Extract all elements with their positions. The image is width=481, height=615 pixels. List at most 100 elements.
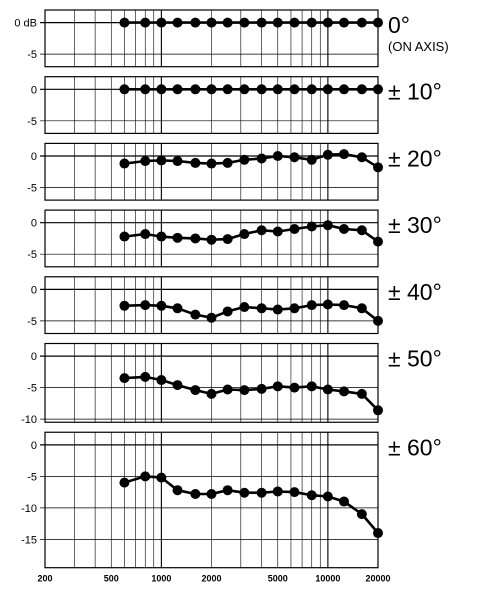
data-point — [306, 490, 317, 501]
data-point — [289, 224, 300, 234]
frequency-axis: 200 500 1000 2000 5000 10000 20000 — [37, 574, 390, 584]
data-point — [373, 405, 383, 416]
data-point — [256, 153, 267, 164]
data-point — [172, 156, 183, 167]
response-line — [124, 152, 379, 169]
data-point — [119, 477, 130, 488]
data-point — [156, 84, 167, 95]
data-point — [206, 84, 217, 95]
data-point — [256, 303, 267, 314]
data-point — [156, 300, 167, 311]
angle-label: ± 20° — [388, 145, 442, 171]
data-point — [272, 151, 283, 161]
data-point — [322, 17, 333, 28]
data-point — [119, 158, 130, 169]
data-point — [373, 162, 383, 173]
data-point — [256, 487, 267, 498]
data-point — [206, 17, 217, 28]
data-point — [156, 17, 167, 28]
angle-label: ± 60° — [388, 434, 442, 460]
data-point — [306, 221, 317, 232]
data-point — [222, 234, 233, 245]
panel-6: 0 -5 -10 -15 ± 60° — [21, 431, 442, 569]
data-point — [289, 382, 300, 393]
data-point — [256, 84, 267, 95]
y-tick-label: 0 — [31, 218, 37, 230]
data-point — [140, 17, 151, 28]
y-tick-label: -10 — [21, 414, 37, 426]
data-point — [289, 17, 300, 28]
data-point — [206, 234, 217, 245]
data-point — [356, 225, 367, 236]
data-point — [239, 154, 250, 165]
data-point — [239, 487, 250, 498]
data-point — [190, 157, 201, 168]
data-point — [239, 385, 250, 396]
response-panels: 0 dB -5 0°(ON AXIS) 0 -5 ± 10° 0 -5 ± 20° 0 -5 ± 30… — [14, 9, 449, 569]
data-point — [156, 231, 167, 242]
data-point — [256, 383, 267, 394]
y-tick-label: 0 — [31, 440, 37, 452]
data-point — [339, 149, 350, 160]
angle-label: ± 30° — [388, 212, 442, 238]
angle-sublabel: (ON AXIS) — [388, 39, 449, 54]
data-point — [339, 84, 350, 95]
data-point — [356, 17, 367, 28]
data-point — [206, 312, 217, 323]
data-point — [322, 299, 333, 310]
data-point — [356, 152, 367, 163]
y-tick-label: -5 — [27, 249, 37, 261]
data-point — [306, 17, 317, 28]
data-point — [172, 380, 183, 391]
panel-1: 0 -5 ± 10° — [27, 76, 442, 134]
data-point — [339, 17, 350, 28]
data-point — [339, 224, 350, 234]
y-tick-label: -5 — [27, 116, 37, 128]
data-point — [222, 384, 233, 395]
data-point — [322, 491, 333, 502]
data-point — [222, 84, 233, 95]
x-tick-label: 5000 — [268, 574, 288, 584]
data-point — [206, 158, 217, 169]
data-point — [156, 155, 167, 166]
data-point — [222, 17, 233, 28]
data-point — [190, 309, 201, 320]
y-tick-label: -15 — [21, 534, 37, 546]
panel-4: 0 -5 ± 40° — [27, 276, 442, 335]
data-point — [256, 17, 267, 28]
data-point — [119, 300, 130, 311]
response-line — [124, 223, 379, 243]
data-point — [356, 84, 367, 95]
data-point — [206, 488, 217, 499]
x-tick-label: 500 — [104, 574, 119, 584]
data-point — [239, 229, 250, 240]
x-tick-label: 2000 — [201, 574, 221, 584]
data-point — [140, 156, 151, 167]
data-point — [306, 300, 317, 311]
data-point — [119, 373, 130, 384]
data-point — [306, 381, 317, 392]
data-point — [373, 528, 383, 539]
data-point — [222, 157, 233, 168]
data-point — [373, 315, 383, 326]
data-point — [256, 225, 267, 236]
data-point — [272, 226, 283, 237]
data-point — [306, 84, 317, 95]
response-line — [124, 474, 379, 534]
data-point — [272, 17, 283, 28]
data-point — [272, 84, 283, 95]
x-tick-label: 1000 — [151, 574, 171, 584]
response-line — [124, 375, 379, 412]
data-point — [306, 154, 317, 165]
data-point — [190, 488, 201, 499]
y-tick-label: 0 dB — [14, 18, 37, 30]
data-point — [190, 385, 201, 396]
data-point — [339, 496, 350, 507]
data-point — [356, 388, 367, 399]
data-point — [156, 375, 167, 386]
y-tick-label: -5 — [27, 471, 37, 483]
data-point — [172, 232, 183, 243]
data-point — [140, 229, 151, 240]
panel-3: 0 -5 ± 30° — [27, 209, 442, 268]
data-point — [272, 381, 283, 392]
